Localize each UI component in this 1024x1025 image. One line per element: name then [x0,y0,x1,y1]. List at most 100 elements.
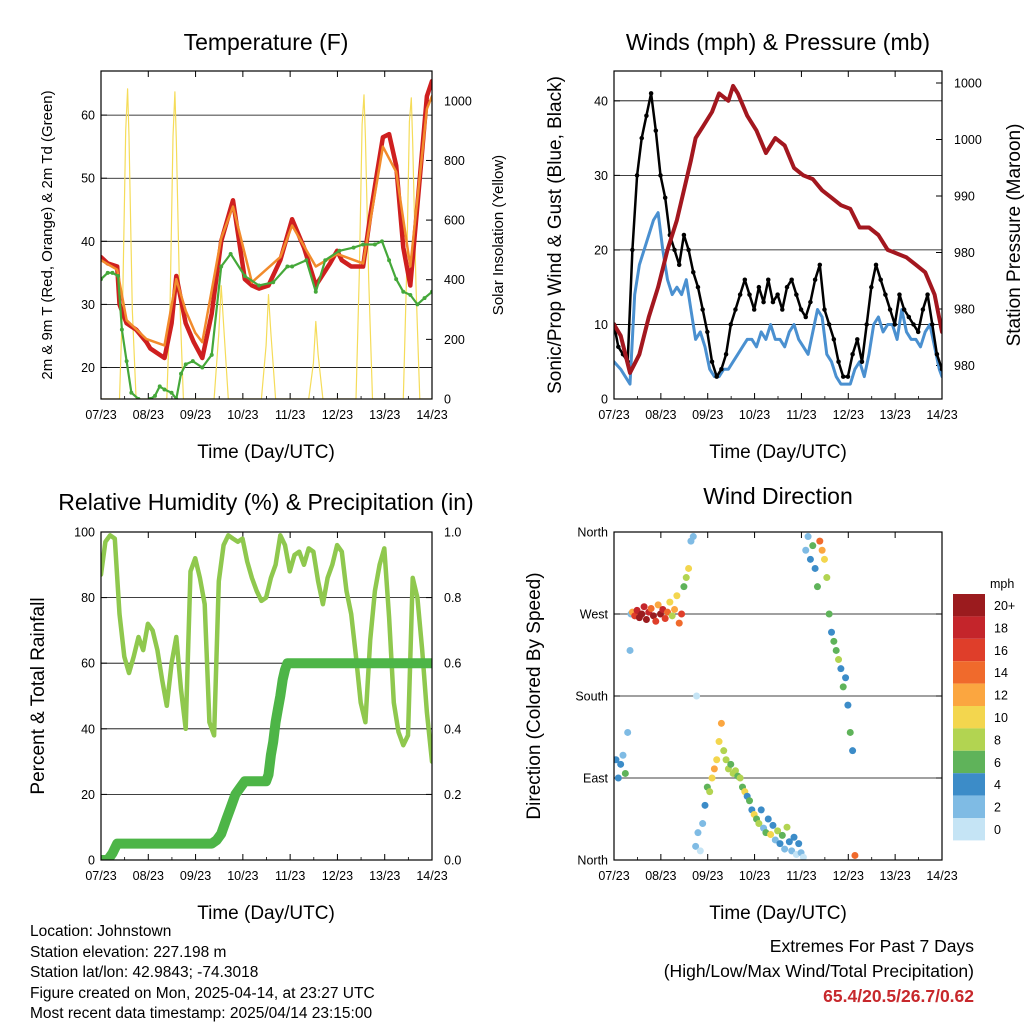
direction-point [783,823,791,831]
colorbar-swatch [953,683,985,706]
direction-point [790,833,798,841]
speed-colorbar: mph 20+ 18 16 14 12 10 8 6 4 2 0 [953,577,1015,841]
series-point [119,327,124,332]
temperature-title: Temperature (F) [184,29,349,55]
x-tick-label: 12/23 [322,869,353,883]
series-point [915,329,921,335]
series-point [869,284,874,290]
series-point [110,270,115,275]
series-point [733,307,738,312]
direction-point [713,756,721,764]
y-tick-label: 0 [88,854,95,868]
direction-point [614,756,620,764]
x-tick-label: 07/23 [598,408,629,422]
series-point [648,91,654,96]
series-point [705,329,710,335]
series-point [747,292,752,297]
series-point [644,113,649,118]
y-tick-label: 60 [81,657,95,671]
temperature-plot: 20 30 40 50 60 07/23 08/23 09/23 10/23 11/23 12/23… [81,70,472,422]
series-point [803,314,808,320]
y-tick-label: 60 [81,109,95,123]
direction-point [685,564,693,572]
colorbar-label: 4 [994,778,1001,792]
colorbar-label: 8 [994,733,1001,747]
series-point [662,195,668,200]
series-point [209,352,214,357]
series-point [351,245,356,250]
x-tick-label: 09/23 [180,408,211,422]
colorbar-swatch [953,773,985,796]
direction-point [832,646,840,654]
series-point [124,359,129,364]
colorbar-label: 12 [994,689,1008,703]
winds-plot: 0 10 20 30 40 07/23 08/23 09/23 10/23 11/23 12/23 1… [594,70,982,422]
series-point [728,322,734,327]
direction-point [839,683,847,691]
direction-point [731,767,739,775]
colorbar-swatch [953,661,985,684]
y-tick-label: 100 [74,526,95,540]
colorbar-label: 0 [994,823,1001,837]
series-point [634,173,640,178]
y-right-tick-label: 0.6 [444,657,461,671]
series-point [639,135,644,141]
humidity-ylabel: Percent & Total Rainfall [28,597,49,794]
y-tick-label: 80 [81,591,95,605]
series-point [911,322,916,327]
direction-point [619,751,627,759]
series-point [658,173,663,178]
series-line-gust [614,92,942,378]
y-right-tick-label: 0.8 [444,591,461,605]
extremes-subheading: (High/Low/Max Wind/Total Precipitation) [663,961,974,981]
colorbar-swatch [953,728,985,751]
temperature-ylabel-right: Solar Insolation (Yellow) [490,155,507,315]
series-point [700,307,705,312]
y-tick-label: 0 [601,393,608,407]
series-point [709,359,715,364]
series-point [873,262,879,268]
series-point [897,292,902,297]
x-tick-label: 10/23 [227,408,258,422]
plot-area [101,78,432,399]
series-point [323,258,328,263]
colorbar-label: 14 [994,666,1008,680]
series-point [883,292,888,297]
series-line-2m-td [101,240,432,399]
direction-point [675,619,683,627]
series-point [831,337,837,342]
series-point [179,371,183,376]
direction-point [769,821,777,829]
y-right-tick-label: 1.0 [444,526,461,540]
series-point [422,296,427,301]
series-point [836,359,841,364]
humidity-plot: 0 20 40 60 80 100 07/23 08/23 09/23 10/23 11/23 12/… [74,526,461,884]
extremes-heading: Extremes For Past 7 Days [769,936,974,956]
series-point [157,384,162,389]
series-point [686,247,691,253]
series-point [855,337,860,342]
y-right-tick-label: 200 [444,333,465,347]
direction-xlabel: Time (Day/UTC) [709,903,847,924]
series-point [676,262,682,268]
humidity-xlabel: Time (Day/UTC) [197,903,335,924]
series-point [200,365,205,370]
direction-point [689,533,697,541]
y-tick-label: East [583,772,609,786]
series-point [780,307,785,312]
direction-point [706,788,714,796]
temperature-panel: Temperature (F) 2m & 9m T (Red, Orange) … [39,29,507,463]
series-point [361,242,366,247]
colorbar-swatch [953,818,985,841]
y-tick-label: 40 [594,94,608,108]
direction-point [701,801,709,809]
series-point [257,283,262,288]
direction-panel: Wind Direction Direction (Colored By Spe… [524,483,1015,924]
x-tick-label: 14/23 [416,408,447,422]
winds-panel: Winds (mph) & Pressure (mb) Sonic/Prop W… [545,29,1024,463]
direction-point [811,564,819,572]
x-tick-label: 14/23 [416,869,447,883]
direction-point [678,610,686,618]
series-point [313,289,318,294]
series-point [789,277,794,282]
